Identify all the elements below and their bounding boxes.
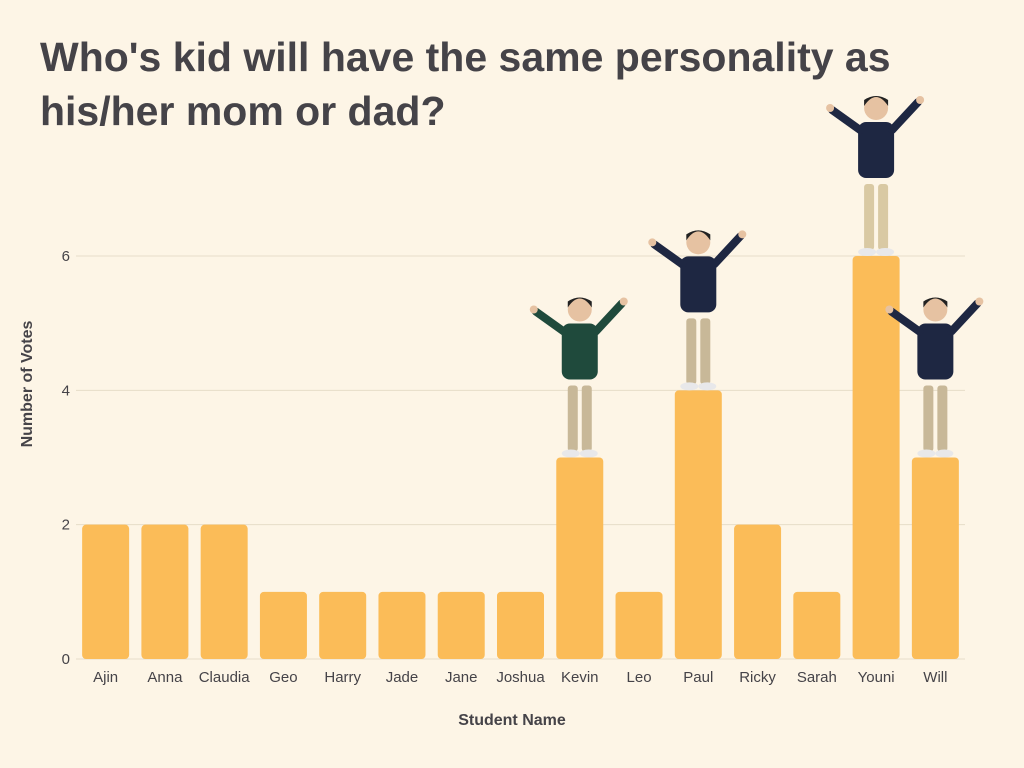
y-tick-label: 0 [62,651,70,668]
student-figure-will [885,297,984,458]
y-tick-label: 4 [62,382,70,399]
figure-hand [826,104,835,112]
x-tick-label: Geo [269,669,297,686]
x-tick-label: Jade [386,669,419,686]
figure-torso [858,122,895,178]
figure-hair [567,297,592,308]
figure-torso [917,323,954,380]
figure-hand [975,297,984,306]
y-tick-label: 2 [62,517,70,534]
student-figure-youni [826,96,925,256]
figure-leg [700,318,711,385]
bars [82,256,959,659]
figure-arm [887,307,924,336]
figure-arm [591,299,626,336]
figure-head [686,230,711,255]
figure-hand [885,305,894,314]
x-tick-label: Leo [627,669,652,686]
bar-harry [319,591,367,659]
figure-head [567,297,592,322]
x-tick-label: Joshua [496,669,545,686]
figure-arm [828,106,865,134]
figure-arm [650,240,687,269]
figure-torso [680,256,717,313]
student-figures [529,96,984,458]
bar-anna [141,524,189,659]
figure-hair [923,297,948,308]
figure-hair [686,230,711,241]
figure-hand [738,230,747,239]
figure-arm [710,232,745,269]
bar-kevin [556,457,604,659]
bar-leo [615,591,663,659]
y-tick-label: 6 [62,248,70,265]
figure-shoe [680,382,699,391]
x-tick-label: Will [923,669,947,686]
x-axis-title: Student Name [458,712,566,729]
bar-jane [437,591,485,659]
figure-leg [878,184,889,250]
chart-title: Who's kid will have the same personality… [40,34,891,134]
bar-youni [852,256,900,659]
x-tick-label: Jane [445,669,478,686]
figure-arm [947,299,982,336]
figure-leg [923,385,934,452]
x-tick-label: Harry [324,669,361,686]
x-tick-label: Anna [147,669,183,686]
figure-torso [561,323,598,380]
x-tick-label: Kevin [561,669,599,686]
figure-shoe [698,382,717,391]
bar-sarah [793,591,841,659]
figure-shoe [935,449,954,458]
figure-hand [529,305,538,314]
figure-hand [916,96,925,104]
y-axis-title: Number of Votes [19,320,36,447]
student-figure-kevin [529,297,628,458]
figure-leg [864,184,875,250]
x-tick-label: Paul [683,669,713,686]
figure-shoe [858,248,877,256]
figure-shoe [917,449,936,458]
x-tick-label: Youni [858,669,895,686]
figure-shoe [579,449,598,458]
x-tick-label: Ajin [93,669,118,686]
figure-hand [648,238,657,247]
bar-geo [259,591,307,659]
figure-hand [619,297,628,306]
figure-leg [567,385,578,452]
x-tick-label: Sarah [797,669,837,686]
student-figure-paul [648,230,747,391]
figure-leg [686,318,697,385]
bar-jade [378,591,426,659]
figure-leg [937,385,948,452]
figure-hair [864,96,889,106]
y-tick-labels: 0 2 4 6 [62,248,70,668]
x-tick-label: Ricky [739,669,776,686]
x-tick-label: Claudia [199,669,251,686]
figure-arm [531,307,568,336]
bar-will [911,457,959,659]
figure-shoe [561,449,580,458]
figure-shoe [876,248,895,256]
bar-ricky [734,524,782,659]
bar-ajin [82,524,130,659]
x-tick-labels: Ajin Anna Claudia Geo Harry Jade Jane Joshua Kev… [93,669,947,686]
bar-paul [674,390,722,659]
bar-claudia [200,524,248,659]
figure-head [864,96,889,120]
figure-leg [581,385,592,452]
figure-arm [888,98,923,134]
figure-head [923,297,948,322]
bar-joshua [497,591,544,659]
